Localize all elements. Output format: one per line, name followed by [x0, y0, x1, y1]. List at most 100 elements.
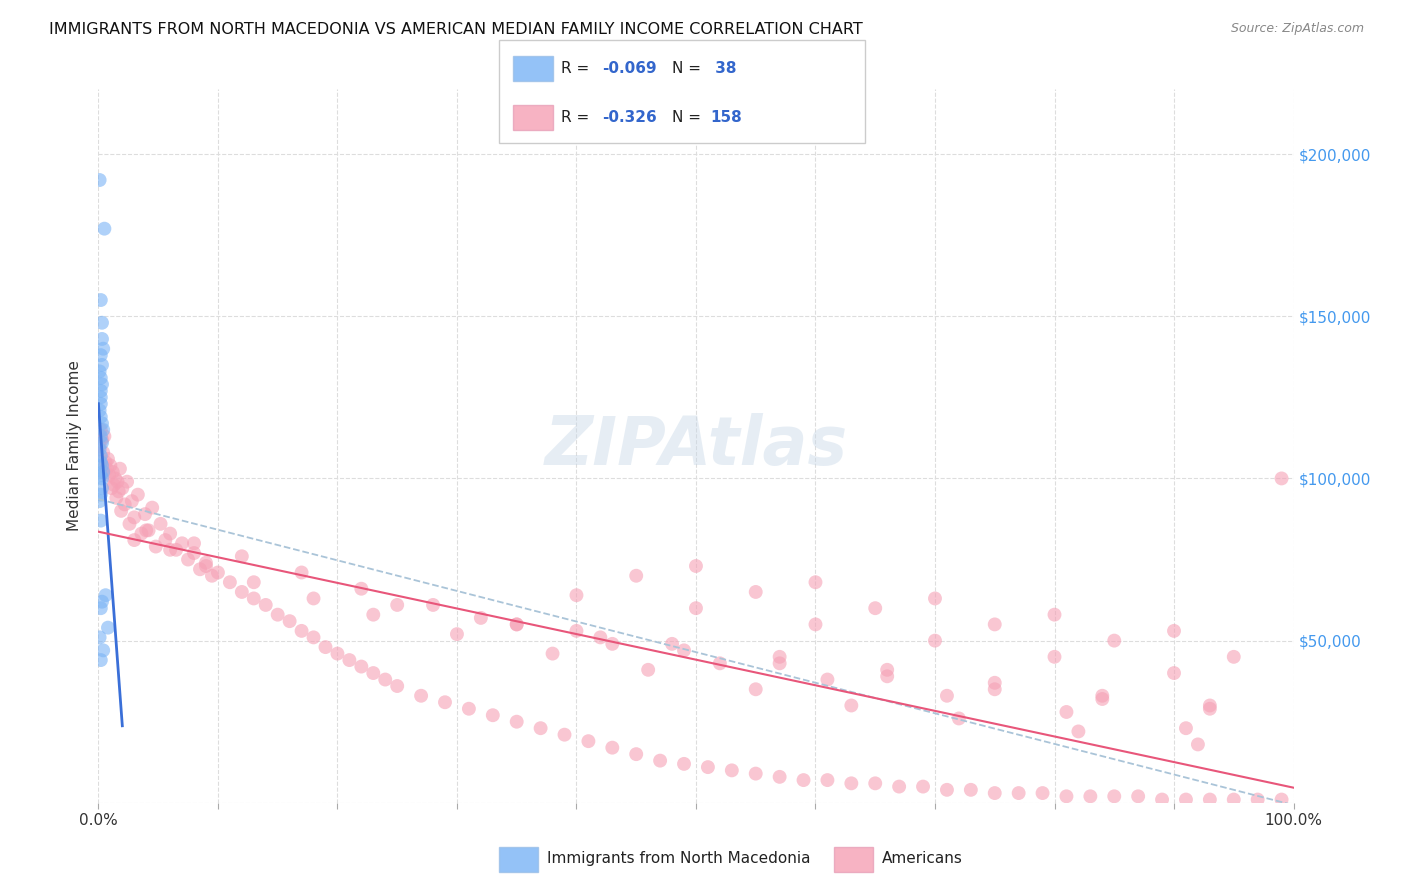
Text: Source: ZipAtlas.com: Source: ZipAtlas.com [1230, 22, 1364, 36]
Point [111, 481, 134, 495]
Text: 158: 158 [710, 111, 742, 125]
Point [267, 607, 290, 622]
Point [385, 679, 409, 693]
Point [1056, 789, 1078, 804]
Point [91, 417, 114, 431]
Text: R =: R = [561, 62, 595, 76]
Y-axis label: Median Family Income: Median Family Income [67, 360, 83, 532]
Point [91, 458, 114, 473]
Point [804, 617, 827, 632]
Point [865, 601, 887, 615]
Point [90, 384, 112, 398]
Point [697, 760, 720, 774]
Point [1091, 692, 1114, 706]
Point [815, 673, 838, 687]
Point [302, 631, 325, 645]
Point [374, 673, 396, 687]
Point [602, 637, 624, 651]
Point [602, 740, 624, 755]
Point [183, 536, 205, 550]
Point [984, 675, 1007, 690]
Point [924, 591, 946, 606]
Point [145, 540, 167, 554]
Point [768, 649, 790, 664]
Point [709, 657, 731, 671]
Point [100, 481, 122, 495]
Point [90, 371, 112, 385]
Point [1199, 792, 1222, 806]
Point [411, 689, 433, 703]
Point [1199, 698, 1222, 713]
Point [97, 452, 120, 467]
Point [1128, 789, 1150, 804]
Point [960, 782, 983, 797]
Point [339, 653, 361, 667]
Point [89, 442, 111, 457]
Point [1175, 792, 1198, 806]
Point [107, 484, 129, 499]
Point [89, 173, 111, 187]
Point [141, 500, 163, 515]
Point [648, 754, 672, 768]
Point [745, 766, 768, 780]
Point [458, 702, 481, 716]
Point [159, 526, 181, 541]
Point [91, 423, 114, 437]
Point [90, 455, 112, 469]
Point [114, 497, 136, 511]
Point [768, 657, 790, 671]
Point [1247, 792, 1270, 806]
Point [155, 533, 177, 547]
Point [165, 542, 187, 557]
Point [1008, 786, 1031, 800]
Point [90, 409, 112, 424]
Point [89, 494, 111, 508]
Point [626, 568, 648, 582]
Point [231, 549, 253, 564]
Point [315, 640, 337, 654]
Point [90, 390, 112, 404]
Point [1104, 789, 1126, 804]
Point [93, 221, 115, 235]
Point [578, 734, 600, 748]
Point [121, 494, 143, 508]
Text: N =: N = [672, 111, 706, 125]
Point [91, 433, 114, 447]
Point [98, 468, 121, 483]
Point [101, 465, 124, 479]
Point [131, 526, 153, 541]
Point [107, 475, 129, 489]
Point [350, 582, 373, 596]
Point [326, 647, 349, 661]
Point [91, 316, 114, 330]
Point [118, 516, 141, 531]
Point [637, 663, 659, 677]
Point [984, 786, 1007, 800]
Point [385, 598, 409, 612]
Point [108, 461, 131, 475]
Point [936, 689, 959, 703]
Point [90, 348, 112, 362]
Point [984, 682, 1007, 697]
Point [134, 507, 156, 521]
Point [90, 397, 112, 411]
Point [94, 455, 117, 469]
Point [103, 478, 125, 492]
Point [172, 536, 194, 550]
Point [911, 780, 934, 794]
Point [1091, 689, 1114, 703]
Point [91, 435, 114, 450]
Point [124, 510, 146, 524]
Point [924, 633, 946, 648]
Point [195, 556, 218, 570]
Point [565, 588, 588, 602]
Point [89, 631, 111, 645]
Point [90, 293, 112, 307]
Point [89, 364, 111, 378]
Text: N =: N = [672, 62, 706, 76]
Point [90, 423, 112, 437]
Point [90, 514, 112, 528]
Point [93, 429, 115, 443]
Point [91, 445, 114, 459]
Point [745, 585, 768, 599]
